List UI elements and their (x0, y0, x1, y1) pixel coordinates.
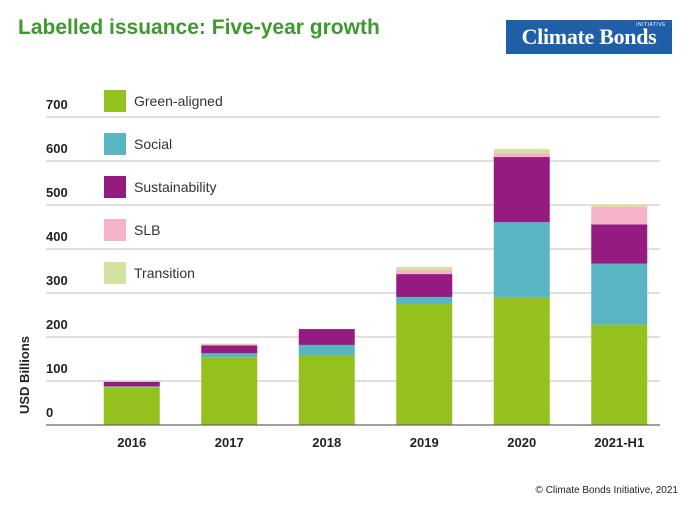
bar-2016-social (103, 386, 160, 388)
logo-subtext: INITIATIVE (636, 22, 666, 28)
legend-label: Social (134, 136, 172, 152)
bar-2018-social (298, 344, 355, 356)
legend-swatch (104, 90, 126, 112)
legend-swatch (104, 133, 126, 155)
legend-swatch (104, 262, 126, 284)
bar-2020-green-aligned (493, 297, 550, 425)
bar-2017-sustainability (201, 345, 258, 354)
x-tick-label: 2017 (215, 435, 244, 450)
bar-2020-sustainability (493, 157, 550, 223)
x-tick-label: 2018 (312, 435, 341, 450)
bar-2017-green-aligned (201, 357, 258, 425)
y-tick-label: 600 (46, 141, 68, 156)
y-tick-label: 400 (46, 229, 68, 244)
bar-2019-social (396, 296, 453, 304)
x-tick-label: 2020 (507, 435, 536, 450)
x-tick-label: 2016 (117, 435, 146, 450)
axes: 0 100 200 300 400 500 600 700 2016 2017 2018 2019 20… (46, 97, 660, 450)
bar-2020-slb (493, 153, 550, 158)
bar-2018-green-aligned (298, 355, 355, 425)
bar-2020-social (493, 222, 550, 298)
bar-2019-sustainability (396, 274, 453, 297)
y-tick-label: 100 (46, 361, 68, 376)
legend-label: Transition (134, 265, 195, 281)
bar-2016-sustainability (103, 381, 160, 387)
y-axis-title: USD Billions (17, 336, 32, 414)
y-tick-label: 700 (46, 97, 68, 112)
bar-2017-slb (201, 344, 258, 346)
bar-2017-social (201, 353, 258, 358)
legend-swatch (104, 176, 126, 198)
x-tick-label: 2019 (410, 435, 439, 450)
bar-2021-H1-green-aligned (591, 324, 648, 425)
bar-2021-H1-slb (591, 206, 648, 225)
bar-2019-transition (396, 267, 453, 270)
chart-title: Labelled issuance: Five-year growth (18, 16, 380, 39)
bar-2021-H1-transition (591, 204, 648, 207)
bars (103, 149, 648, 425)
legend: Green-aligned Social Sustainability SLB Tran… (104, 90, 223, 284)
logo-text: Climate Bonds (521, 24, 657, 49)
bar-2017-transition (201, 343, 258, 345)
y-tick-label: 200 (46, 317, 68, 332)
bar-2018-sustainability (298, 329, 355, 345)
y-tick-label: 0 (46, 405, 53, 420)
legend-label: Sustainability (134, 179, 217, 195)
copyright-notice: © Climate Bonds Initiative, 2021 (535, 485, 678, 496)
legend-swatch (104, 219, 126, 241)
bar-2020-transition (493, 149, 550, 154)
y-tick-label: 300 (46, 273, 68, 288)
bar-2019-slb (396, 269, 453, 275)
bar-2016-green-aligned (103, 387, 160, 425)
legend-label: SLB (134, 222, 160, 238)
climate-bonds-logo: Climate Bonds INITIATIVE (506, 20, 672, 54)
bar-2021-H1-social (591, 263, 648, 325)
bar-2021-H1-sustainability (591, 224, 648, 264)
x-tick-label: 2021-H1 (594, 435, 644, 450)
y-tick-label: 500 (46, 185, 68, 200)
legend-label: Green-aligned (134, 93, 223, 109)
bar-2019-green-aligned (396, 304, 453, 425)
